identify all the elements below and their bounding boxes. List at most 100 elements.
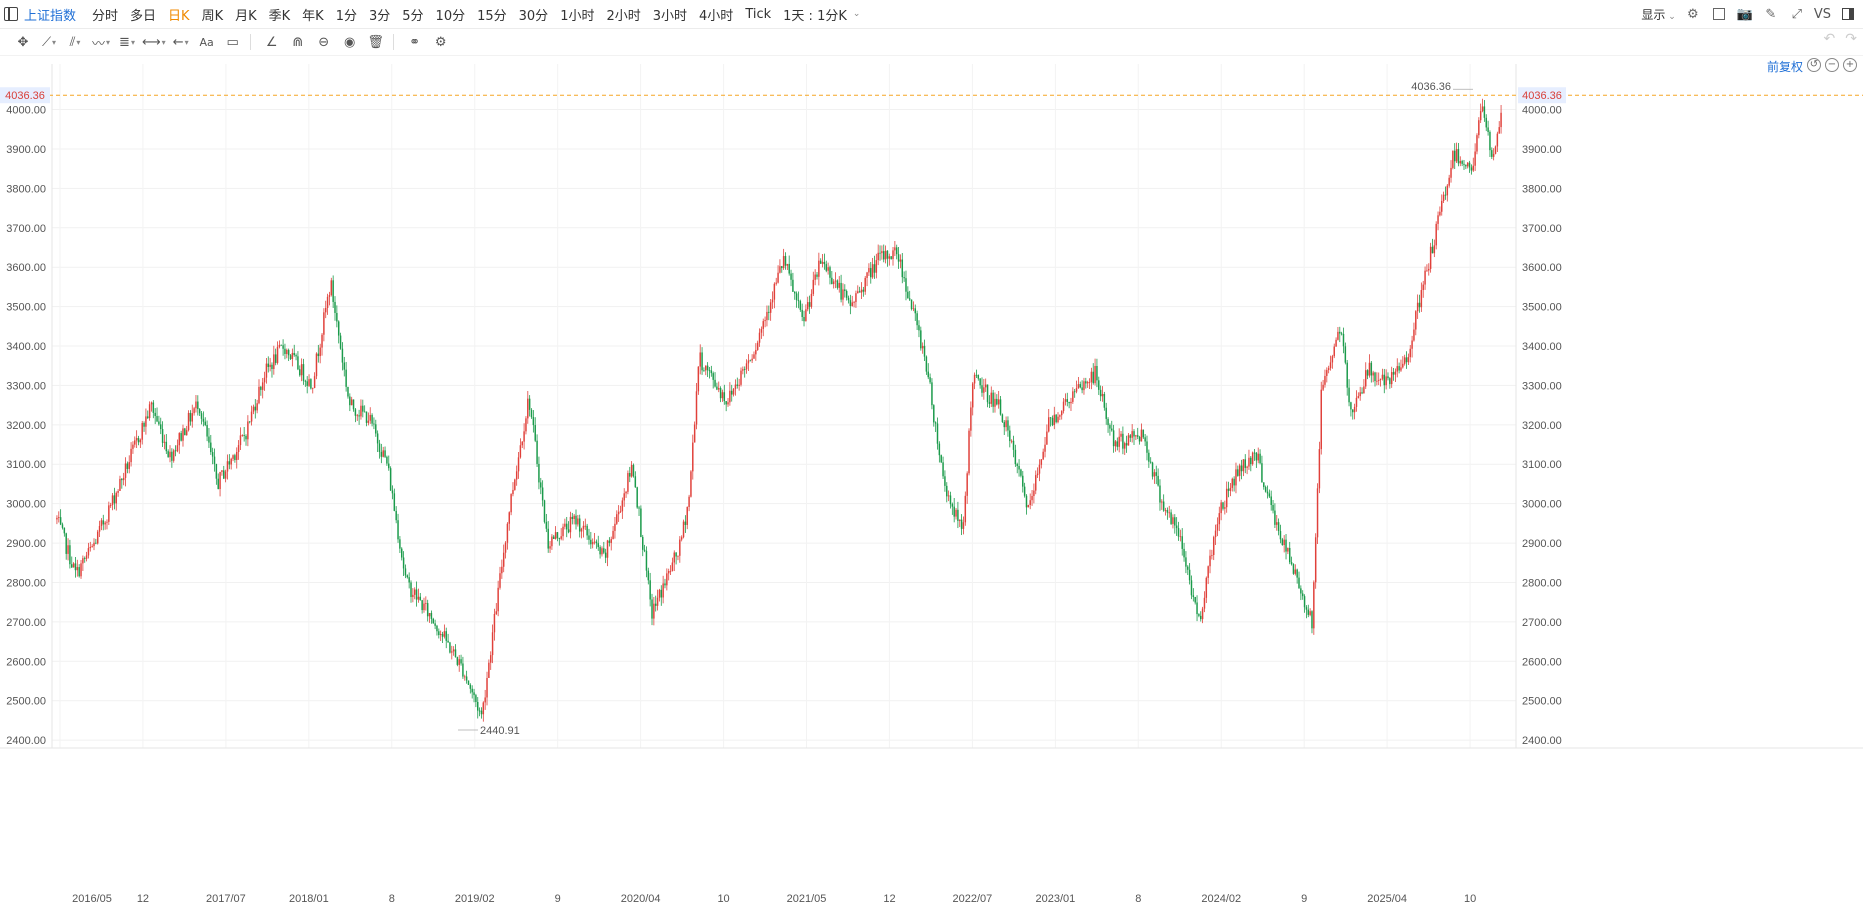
- period-option[interactable]: 日K: [168, 8, 190, 24]
- period-option[interactable]: 10分: [435, 8, 466, 24]
- kline-chart[interactable]: 4000.00 4000.00 3900.00 3900.00 3800.00 3800.…: [0, 56, 1863, 915]
- candle-body: [819, 260, 822, 264]
- candle-body: [375, 424, 377, 434]
- candle-body: [189, 412, 192, 422]
- candle-body: [187, 412, 190, 431]
- price-tick-label: 3800.00: [6, 183, 46, 195]
- hide-eye-icon[interactable]: ⊖: [318, 34, 330, 50]
- candle-body: [260, 386, 262, 390]
- candle-body: [664, 583, 666, 586]
- period-option[interactable]: 分时: [92, 8, 119, 24]
- candle-body: [269, 364, 271, 367]
- period-option[interactable]: 多日: [130, 8, 157, 24]
- period-option[interactable]: 1小时: [560, 8, 595, 24]
- candle-body: [106, 521, 108, 523]
- magnet-icon[interactable]: ⋒: [292, 34, 304, 50]
- visibility-icon[interactable]: ◉: [343, 34, 356, 50]
- candle-body: [1027, 505, 1030, 508]
- candle-body: [1218, 513, 1221, 525]
- candle-body: [1153, 472, 1156, 477]
- pencil-icon[interactable]: ✎: [1765, 6, 1777, 22]
- sidebar-icon[interactable]: [1839, 5, 1857, 23]
- zoom-out-icon[interactable]: −: [1825, 58, 1839, 72]
- candle-body: [680, 537, 683, 540]
- wave-line-icon[interactable]: 〰 ▾: [91, 36, 111, 52]
- zoom-in-icon[interactable]: +: [1843, 58, 1857, 72]
- fibonacci-icon[interactable]: ≣ ▾: [119, 34, 135, 50]
- candle-body: [984, 384, 987, 388]
- period-option[interactable]: 季K: [268, 8, 291, 24]
- undo-icon[interactable]: ↶: [1823, 31, 1836, 47]
- candle-body: [96, 531, 99, 544]
- symbol-selector[interactable]: 上证指数: [24, 8, 77, 24]
- candle-body: [660, 589, 663, 598]
- candle-body: [742, 369, 744, 371]
- trend-line-icon[interactable]: ⟋ ▾: [41, 34, 57, 50]
- period-option[interactable]: 30分: [518, 8, 549, 24]
- candle-body: [1010, 440, 1013, 442]
- layout-square-icon[interactable]: [1710, 5, 1728, 23]
- candle-body: [1124, 443, 1126, 449]
- candle-body: [223, 470, 225, 479]
- measure-icon[interactable]: ⟷ ▾: [142, 34, 166, 50]
- compare-vs-button[interactable]: VS: [1813, 6, 1831, 22]
- period-option[interactable]: 4小时: [699, 8, 734, 24]
- candle-body: [1348, 387, 1350, 403]
- period-option[interactable]: Tick: [745, 6, 772, 22]
- period-option[interactable]: 年K: [302, 8, 324, 24]
- redo-icon[interactable]: ↷: [1845, 31, 1857, 47]
- candle-body: [743, 369, 746, 370]
- price-adjust-button[interactable]: 前复权: [1766, 60, 1803, 74]
- period-option[interactable]: 15分: [477, 8, 507, 24]
- period-option[interactable]: 5分: [402, 8, 424, 24]
- trash-icon[interactable]: 🗑: [367, 34, 384, 50]
- candle-body: [178, 433, 181, 446]
- candle-body: [705, 365, 707, 371]
- candle-body: [1298, 577, 1300, 589]
- link-icon[interactable]: ⚭: [409, 34, 421, 50]
- candle-body: [536, 440, 538, 464]
- period-option[interactable]: 1分: [335, 8, 357, 24]
- candle-body: [1409, 348, 1411, 358]
- candle-body: [1441, 200, 1443, 212]
- text-icon[interactable]: Aa: [199, 35, 214, 49]
- chevron-down-icon[interactable]: ⌄: [852, 9, 861, 19]
- settings-icon[interactable]: ⚙: [1687, 6, 1699, 22]
- angle-icon[interactable]: ∠: [265, 34, 278, 50]
- candle-body: [847, 297, 850, 301]
- candle-body: [994, 398, 996, 407]
- candle-body: [1064, 399, 1067, 402]
- candle-body: [751, 358, 753, 361]
- gear-icon[interactable]: ⚙: [434, 34, 447, 50]
- candle-body: [718, 388, 720, 390]
- panel-toggle-icon[interactable]: [4, 7, 18, 21]
- period-option[interactable]: 1天 : 1分K: [783, 8, 847, 24]
- candle-body: [564, 523, 566, 527]
- candle-body: [845, 291, 848, 298]
- period-option[interactable]: 2小时: [606, 8, 641, 24]
- candle-body: [1090, 371, 1093, 383]
- candle-body: [237, 445, 240, 452]
- comment-icon[interactable]: ▭: [226, 34, 239, 50]
- candle-body: [1276, 522, 1278, 525]
- period-option[interactable]: 月K: [235, 8, 257, 24]
- candle-body: [816, 274, 818, 277]
- candle-body: [591, 542, 594, 545]
- arrow-icon[interactable]: ← ▾: [172, 34, 189, 50]
- candle-body: [180, 433, 182, 441]
- fullscreen-icon[interactable]: ⤢: [1791, 6, 1803, 22]
- crosshair-move-icon[interactable]: ✥: [17, 34, 29, 50]
- candle-body: [712, 373, 714, 380]
- period-option[interactable]: 3小时: [652, 8, 688, 24]
- price-tick-label: 3000.00: [6, 499, 46, 511]
- display-menu[interactable]: 显示 ⌄: [1641, 6, 1675, 23]
- candle-body: [838, 282, 840, 288]
- candle-body: [425, 603, 427, 604]
- period-option[interactable]: 3分: [368, 8, 391, 24]
- candle-body: [273, 354, 275, 370]
- reset-icon[interactable]: ↺: [1807, 58, 1821, 72]
- channel-icon[interactable]: ⫽ ▾: [69, 34, 81, 50]
- candle-body: [469, 684, 472, 689]
- camera-icon[interactable]: 📷: [1736, 6, 1753, 22]
- period-option[interactable]: 周K: [201, 8, 224, 24]
